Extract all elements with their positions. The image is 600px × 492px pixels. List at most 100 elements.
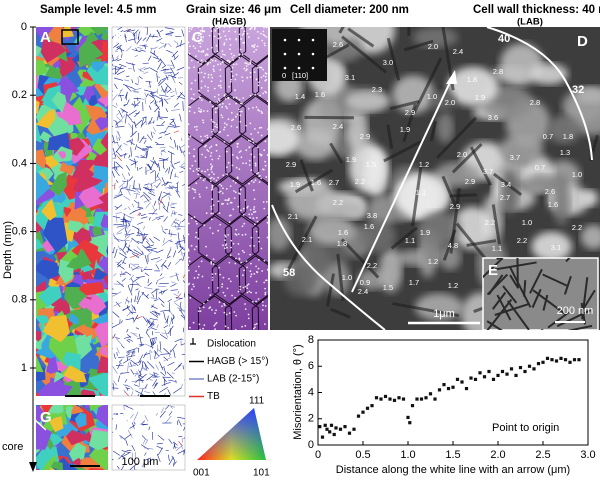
cell-dot (226, 287, 229, 290)
grain (72, 173, 103, 193)
boundary-segment (113, 77, 124, 81)
panel-c-bg (188, 27, 268, 330)
boundary-segment (141, 146, 152, 151)
cell-wall (542, 273, 568, 287)
boundary-segment (127, 307, 134, 315)
boundary-segment (182, 183, 185, 186)
dashed-link (34, 419, 47, 431)
boundary-segment (121, 452, 131, 458)
cell-dot (204, 54, 207, 57)
boundary-segment (165, 34, 173, 36)
boundary-segment (125, 113, 133, 121)
boundary-segment (179, 170, 184, 173)
boundary-segment (166, 371, 174, 379)
boundary-segment (141, 234, 150, 242)
boundary-segment (166, 201, 170, 212)
cell-dot (216, 27, 219, 30)
boundary-segment (144, 147, 150, 157)
grain (42, 217, 68, 253)
boundary-segment (154, 372, 159, 375)
cell-dot (200, 59, 203, 62)
boundary-segment (175, 88, 177, 95)
cell-dot (239, 114, 242, 117)
data-point (424, 396, 428, 400)
boundary-segment (150, 327, 157, 331)
cell-dot (246, 266, 248, 269)
boundary-segment (171, 455, 175, 460)
cell-dot (230, 125, 233, 128)
cell-dot (241, 234, 244, 236)
boundary-segment (181, 309, 185, 313)
boundary-segment (174, 364, 181, 372)
boundary-segment (176, 227, 181, 230)
boundary-segment (113, 413, 124, 415)
cell-dot (204, 60, 207, 63)
cell-dot (220, 56, 223, 59)
cell-dot (250, 180, 253, 182)
cell-dot (223, 126, 226, 129)
cell-dot (195, 182, 198, 185)
boundary-segment (176, 307, 185, 312)
boundary-segment (144, 92, 147, 97)
boundary-segment (147, 249, 158, 253)
cell-dot (200, 80, 203, 83)
boundary-segment (143, 67, 150, 70)
boundary-segment (117, 95, 125, 97)
boundary-segment (160, 42, 164, 45)
boundary-segment (181, 354, 185, 355)
cell-dot (231, 294, 234, 297)
cell-dot (200, 108, 203, 111)
cell-wall (556, 309, 592, 328)
cell-dot (263, 259, 266, 262)
cell-dot (225, 123, 228, 126)
boundary-segment (116, 116, 123, 123)
boundary-segment (137, 77, 139, 84)
boundary-segment (139, 373, 147, 381)
boundary-segment (183, 292, 185, 298)
boundary-segment (163, 70, 167, 74)
boundary-segment (159, 158, 169, 161)
boundary-segment (142, 316, 148, 323)
boundary-segment (129, 288, 133, 296)
grain-boundary (238, 27, 268, 65)
grain-boundary (188, 255, 220, 305)
boundary-segment (114, 83, 118, 90)
boundary-segment (161, 383, 167, 386)
cell-dot (257, 66, 259, 69)
cell-dot (253, 71, 256, 73)
saed-label: 0 (282, 71, 286, 80)
boundary-segment (112, 166, 120, 168)
boundary-segment (136, 37, 142, 45)
boundary-segment (153, 126, 156, 132)
cell-dot (218, 33, 220, 35)
boundary-segment (147, 282, 152, 287)
cell-dot (189, 135, 192, 138)
boundary-segment (145, 149, 147, 158)
cell-dot (188, 269, 190, 272)
boundary-segment (113, 43, 120, 48)
cell-dot (252, 217, 255, 220)
cell-dot (202, 121, 205, 124)
data-point (496, 373, 500, 378)
cell-dot (242, 162, 244, 165)
grain-boundary (251, 135, 268, 184)
cell-dot (226, 203, 229, 205)
boundary-segment (112, 293, 118, 295)
cell-dot (262, 201, 265, 203)
cell-wall (492, 172, 523, 196)
cell-dot (237, 142, 239, 145)
cell-misorientation: 1.5 (383, 283, 393, 292)
cell-dot (248, 213, 251, 216)
cell-dot (240, 27, 243, 29)
boundary-segment (116, 232, 123, 235)
cell-dot (243, 222, 246, 225)
boundary-segment (138, 354, 143, 364)
cell-dot (217, 93, 220, 96)
boundary-segment (171, 212, 178, 215)
boundary-segment (144, 89, 153, 93)
cell-misorientation: 2.1 (288, 212, 298, 221)
header-text: Cell diameter: 200 nm (290, 4, 409, 16)
boundary-segment (156, 38, 163, 42)
boundary-segment (181, 218, 185, 223)
cell-dot (212, 65, 215, 67)
